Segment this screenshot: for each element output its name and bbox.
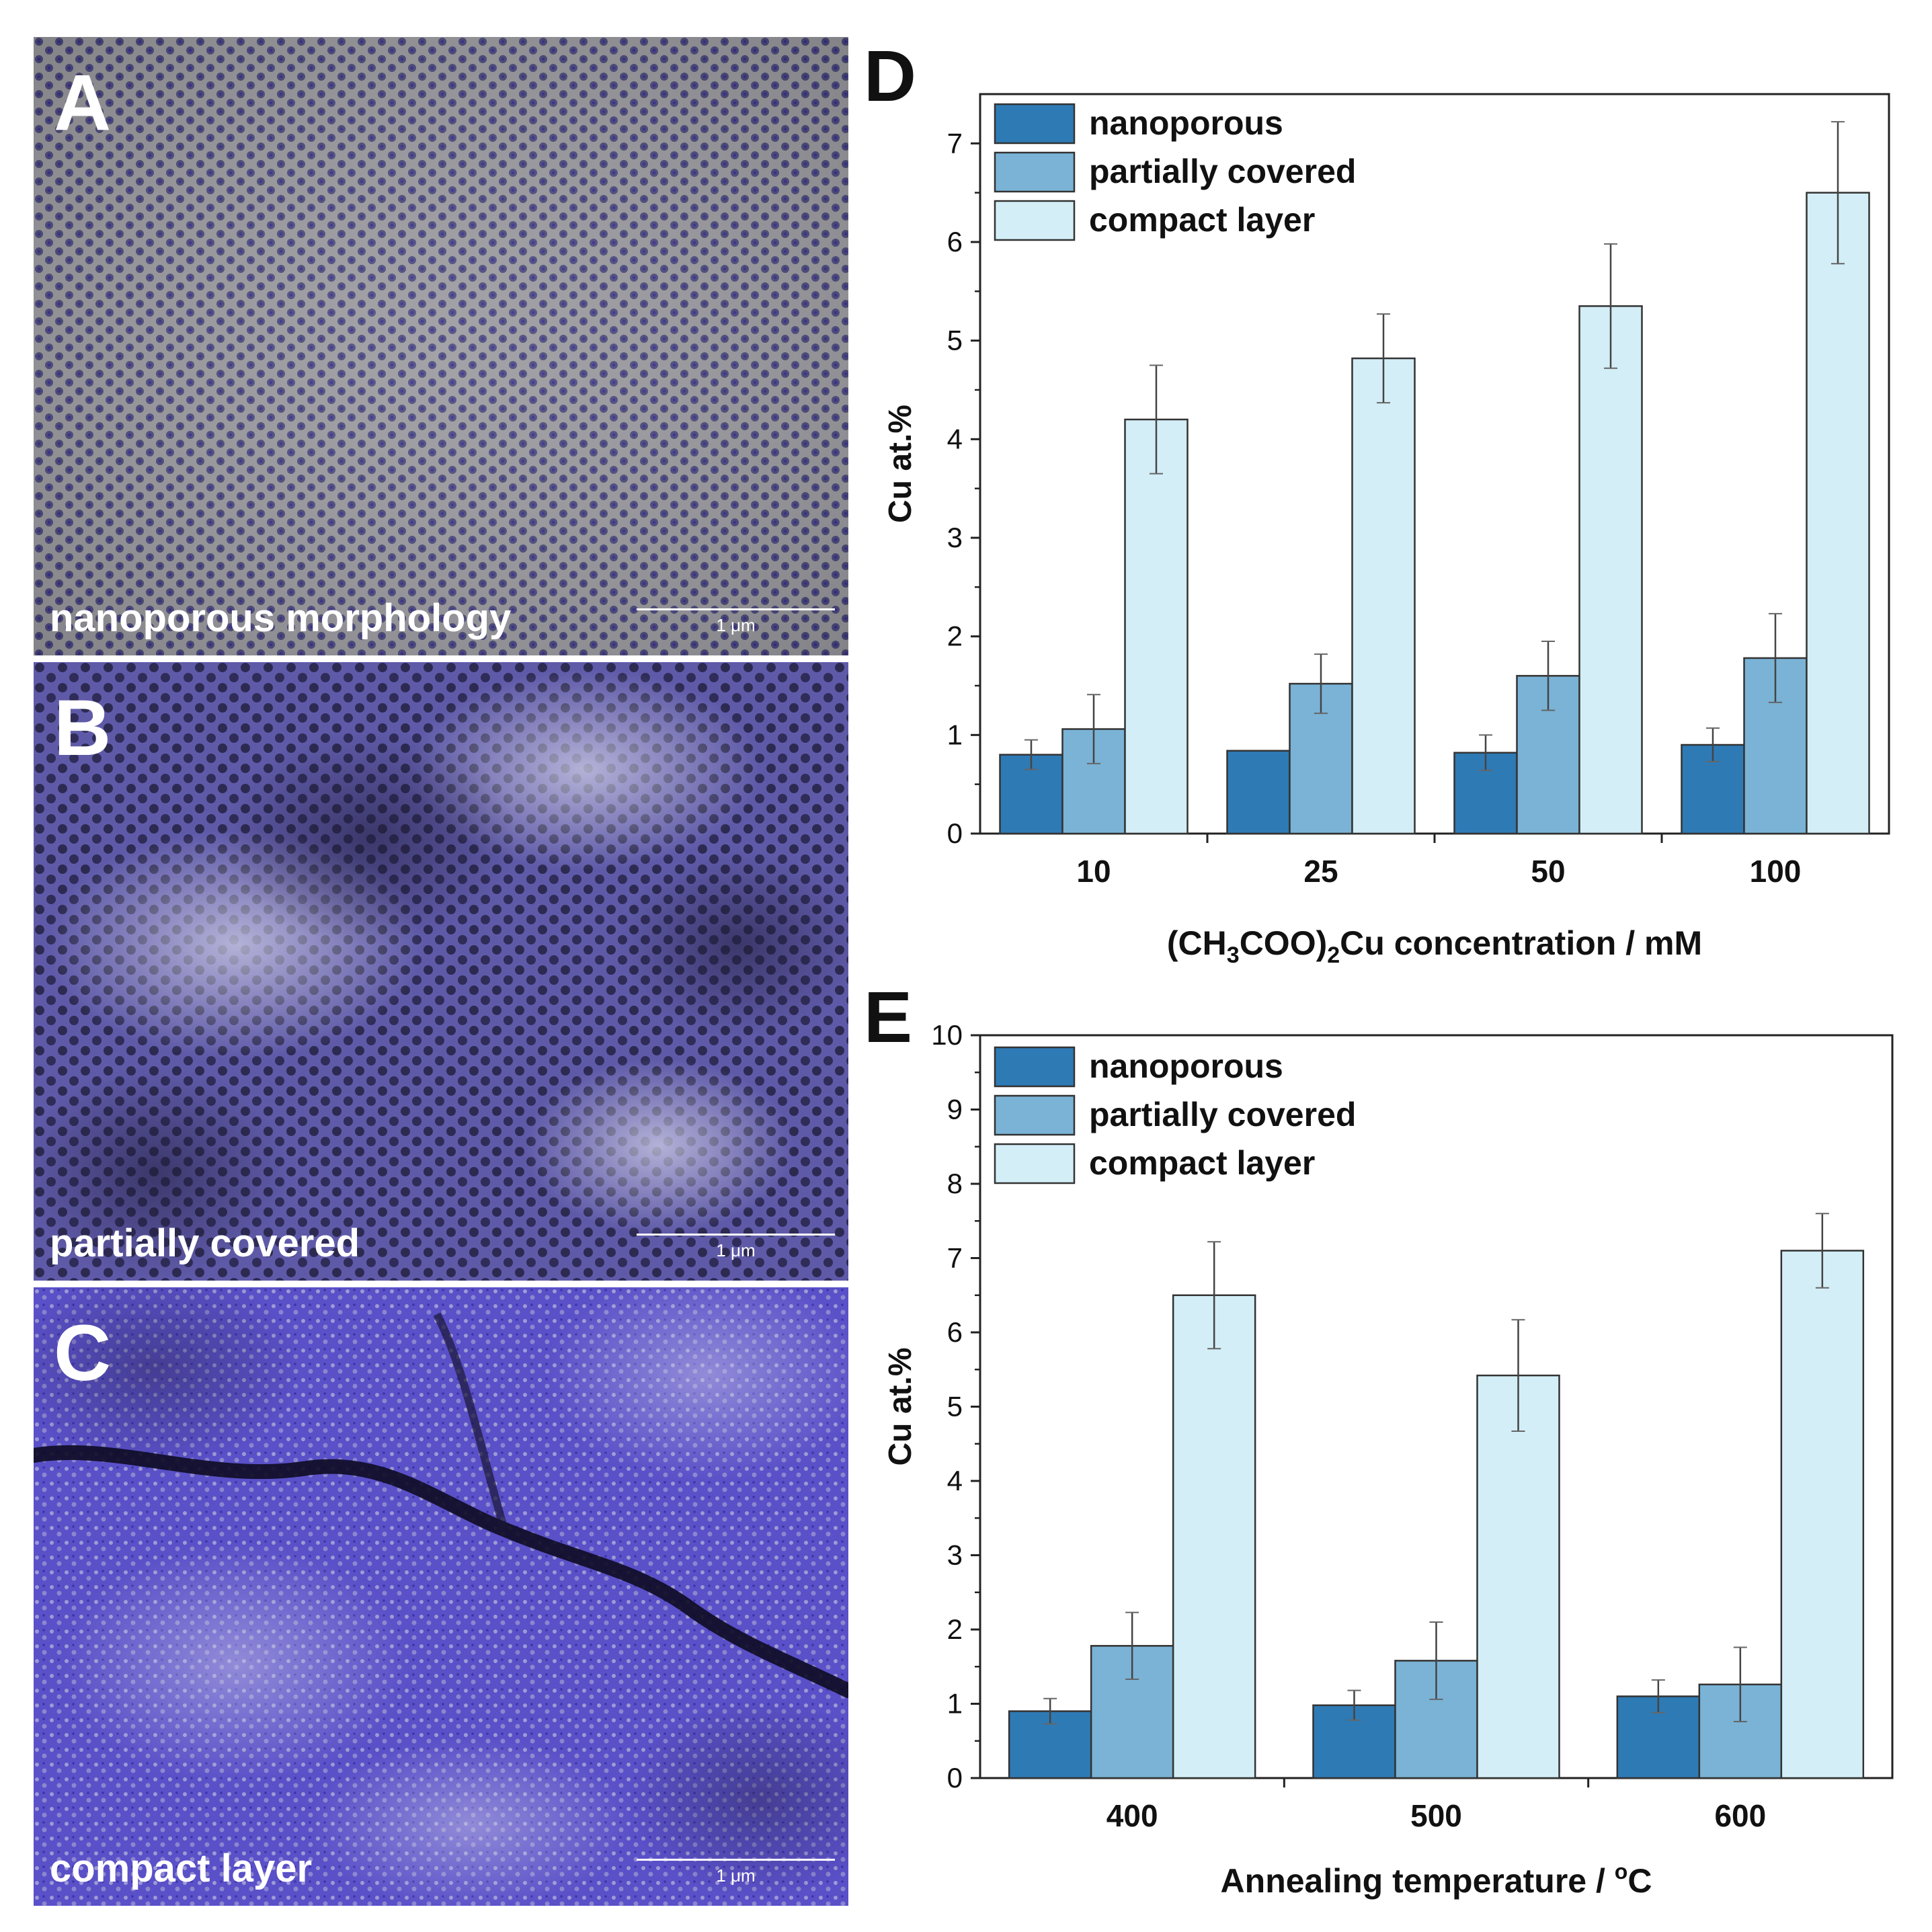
bar-compact-layer <box>1351 357 1416 835</box>
x-tick-label: 500 <box>1410 1798 1462 1833</box>
panel-caption-b: partially covered <box>50 1221 360 1265</box>
y-tick-label: 1 <box>947 1688 963 1720</box>
legend-label: partially covered <box>1089 1096 1356 1133</box>
y-tick-label: 5 <box>947 1391 963 1422</box>
bar-compact-layer <box>1780 1250 1865 1779</box>
legend-swatch-partially-covered <box>994 151 1076 193</box>
legend-swatch-nanoporous <box>994 1046 1076 1088</box>
y-tick-label: 9 <box>947 1094 963 1125</box>
x-axis-label-subscript: 3 <box>1227 942 1240 968</box>
x-axis-label-part: C <box>1627 1862 1652 1900</box>
y-tick-label: 10 <box>931 1019 963 1051</box>
sem-panel-c: C compact layer 1 μm <box>34 1287 848 1906</box>
legend-label: nanoporous <box>1089 1047 1283 1085</box>
chart-e: E 0 1 2 3 4 5 6 7 8 9 10 Cu at.% 400 500 600 nanoporous p… <box>864 976 1894 1900</box>
x-tick-label: 50 <box>1531 854 1565 889</box>
legend-swatch-compact-layer <box>994 1143 1076 1184</box>
sem-image-compact-layer <box>34 1287 848 1906</box>
y-tick-label: 7 <box>947 127 963 159</box>
y-axis-label: Cu at.% <box>883 1347 918 1465</box>
x-tick-label: 400 <box>1106 1798 1158 1833</box>
bar-compact-layer <box>1578 305 1643 835</box>
y-tick-label: 0 <box>947 817 963 849</box>
y-tick-label: 2 <box>947 1613 963 1645</box>
y-tick-label: 6 <box>947 226 963 257</box>
bar-compact-layer <box>1476 1374 1560 1779</box>
x-tick-label: 10 <box>1076 854 1111 889</box>
legend-swatch-partially-covered <box>994 1094 1076 1136</box>
x-axis-label-subscript: 2 <box>1327 942 1340 968</box>
y-tick-label: 6 <box>947 1316 963 1348</box>
scale-bar-label-c: 1 μm <box>716 1865 756 1886</box>
x-axis-label: Annealing temperature / oC <box>1221 1859 1652 1900</box>
x-tick-label: 600 <box>1714 1798 1766 1833</box>
y-tick-label: 3 <box>947 522 963 553</box>
y-tick-label: 3 <box>947 1539 963 1571</box>
panel-letter-a: A <box>54 58 112 147</box>
scale-bar-label-a: 1 μm <box>716 615 756 635</box>
y-tick-label: 7 <box>947 1242 963 1274</box>
chart-d: D 0 1 2 3 4 5 6 7 Cu at.% 10 25 50 100 nanoporous parti… <box>864 35 1890 968</box>
sem-panel-b: B partially covered 1 μm <box>34 662 848 1281</box>
panel-letter-c: C <box>54 1309 112 1398</box>
x-tick-label: 25 <box>1303 854 1338 889</box>
legend-label: compact layer <box>1089 1144 1315 1182</box>
sem-image-partially-covered <box>34 662 848 1281</box>
y-tick-label: 0 <box>947 1762 963 1794</box>
y-tick-label: 4 <box>947 423 963 454</box>
legend-swatch-compact-layer <box>994 200 1076 241</box>
legend-swatch-nanoporous <box>994 103 1076 145</box>
x-tick-label: 100 <box>1750 854 1802 889</box>
sem-panel-a: A nanoporous morphology 1 μm <box>34 37 848 655</box>
y-axis-label: Cu at.% <box>883 405 918 523</box>
y-tick-label: 2 <box>947 620 963 652</box>
chart-panel-letter: E <box>864 976 912 1057</box>
x-axis-label-part: COO) <box>1240 924 1328 962</box>
y-tick-label: 4 <box>947 1465 963 1496</box>
y-tick-label: 8 <box>947 1168 963 1199</box>
bar-compact-layer <box>1806 192 1870 835</box>
y-tick-label: 1 <box>947 719 963 750</box>
legend-label: partially covered <box>1089 153 1356 190</box>
bar-nanoporous <box>1226 750 1291 835</box>
x-axis-label: (CH3COO)2Cu concentration / mM <box>1167 924 1702 968</box>
scale-bar-label-b: 1 μm <box>716 1240 756 1260</box>
sem-image-nanoporous <box>34 37 848 655</box>
y-tick-label: 5 <box>947 325 963 356</box>
x-axis-label-part: (CH <box>1167 924 1227 962</box>
x-axis-label-part: Cu concentration / mM <box>1340 924 1702 962</box>
scale-bar-a: 1 μm <box>637 604 835 635</box>
legend-label: nanoporous <box>1089 104 1283 142</box>
bar-compact-layer <box>1172 1294 1256 1779</box>
x-axis-label-superscript: o <box>1615 1859 1628 1884</box>
bar-compact-layer <box>1124 418 1189 835</box>
chart-panel-letter: D <box>864 35 916 116</box>
scale-bar-b: 1 μm <box>637 1230 835 1260</box>
panel-caption-c: compact layer <box>50 1847 313 1890</box>
legend-label: compact layer <box>1089 201 1315 239</box>
panel-caption-a: nanoporous morphology <box>50 596 512 640</box>
x-axis-label-part: Annealing temperature / <box>1221 1862 1615 1900</box>
panel-letter-b: B <box>54 684 112 772</box>
scale-bar-c: 1 μm <box>637 1855 835 1886</box>
